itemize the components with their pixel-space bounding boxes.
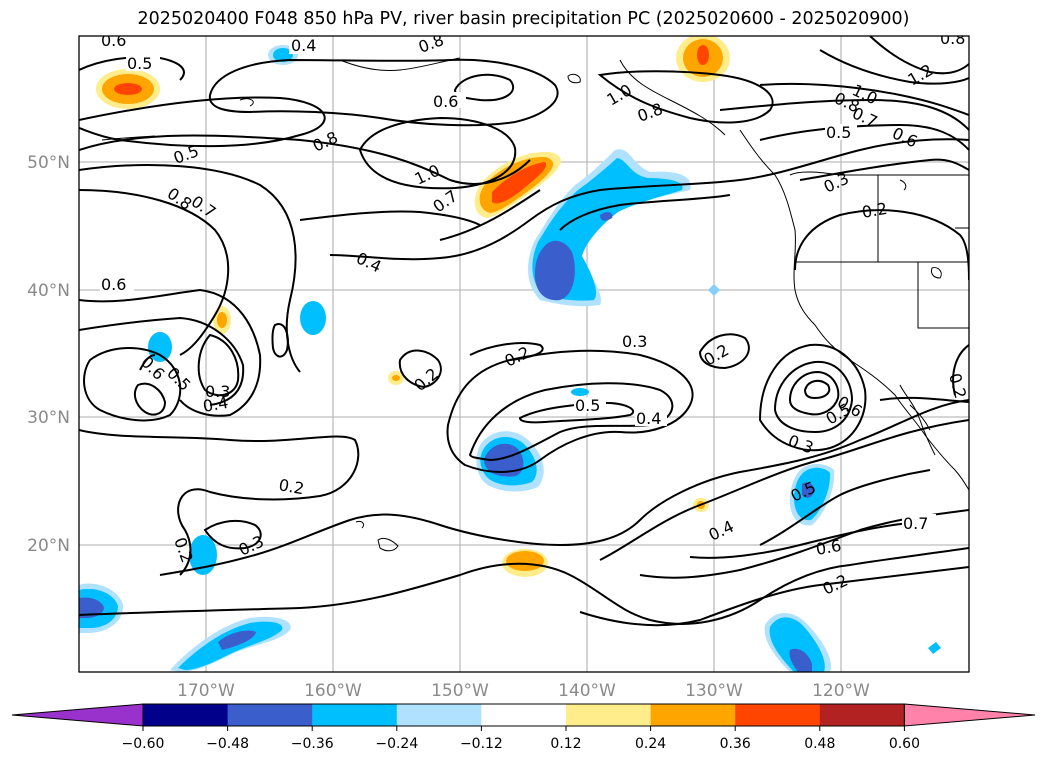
colorbar-outline xyxy=(142,703,905,727)
contour-label: 0.3 xyxy=(205,382,230,401)
contour-label: 0.6 xyxy=(433,92,458,111)
colorbar-segment xyxy=(312,704,398,726)
contour-label: 0.4 xyxy=(291,36,316,55)
colorbar-segment xyxy=(396,704,482,726)
contour-label: 0.8 xyxy=(940,29,965,48)
colorbar-segment xyxy=(143,704,229,726)
colorbar-extend-left xyxy=(11,703,144,727)
colorbar-segment xyxy=(819,704,905,726)
lat-label-50n: 50°N xyxy=(27,153,70,173)
lon-label-150w: 150°W xyxy=(431,681,489,701)
colorbar-segment xyxy=(650,704,736,726)
colorbar-tick-label: 0.48 xyxy=(804,736,835,752)
contour-label: 0.3 xyxy=(622,332,647,351)
contour-label: 0.6 xyxy=(101,31,126,50)
contour-label: 0.4 xyxy=(201,393,229,416)
colorbar-segment xyxy=(735,704,821,726)
coastlines xyxy=(101,57,969,552)
contour-label: 0.4 xyxy=(636,409,661,428)
map-border xyxy=(78,35,970,673)
contour-label: 0.5 xyxy=(575,396,600,415)
contour-label: 0.6 xyxy=(814,536,842,559)
map-title: 2025020400 F048 850 hPa PV, river basin … xyxy=(137,9,910,29)
colorbar-tick-label: 0.24 xyxy=(635,736,666,752)
lon-label-160w: 160°W xyxy=(304,681,362,701)
colorbar-tick-label: −0.36 xyxy=(291,736,334,752)
contour-label: 0.7 xyxy=(903,514,928,533)
contour-label: 0.2 xyxy=(860,199,888,222)
colorbar-tick-label: −0.48 xyxy=(206,736,249,752)
contour-label: 0.5 xyxy=(826,123,851,142)
contour-label: 0.6 xyxy=(101,275,126,294)
contour-label: 0.5 xyxy=(127,54,152,73)
colorbar-segment xyxy=(227,704,313,726)
colorbar-segment xyxy=(481,704,567,726)
colorbar-extend-right xyxy=(903,703,1036,727)
colorbar-tick-label: −0.60 xyxy=(122,736,165,752)
colorbar-tick-label: 0.12 xyxy=(550,736,581,752)
colorbar-tick-label: 0.60 xyxy=(889,736,920,752)
colorbar-tick-label: 0.36 xyxy=(720,736,751,752)
colorbar-tick-label: −0.24 xyxy=(375,736,418,752)
lon-label-140w: 140°W xyxy=(558,681,616,701)
lon-label-170w: 170°W xyxy=(177,681,235,701)
colorbar-segment xyxy=(566,704,652,726)
lon-label-130w: 130°W xyxy=(685,681,743,701)
contour-label: 0.2 xyxy=(277,475,305,498)
colorbar: −0.60 −0.48 −0.36 −0.24 −0.12 0.12 0.24 0.36 0.4… xyxy=(11,703,1036,752)
precip-shading xyxy=(79,36,941,672)
colorbar-tick-label: −0.12 xyxy=(460,736,503,752)
contour-label: 0.2 xyxy=(945,371,970,401)
lat-label-40n: 40°N xyxy=(27,281,70,301)
lon-label-120w: 120°W xyxy=(812,681,870,701)
lat-label-30n: 30°N xyxy=(27,408,70,428)
lat-label-20n: 20°N xyxy=(27,536,70,556)
